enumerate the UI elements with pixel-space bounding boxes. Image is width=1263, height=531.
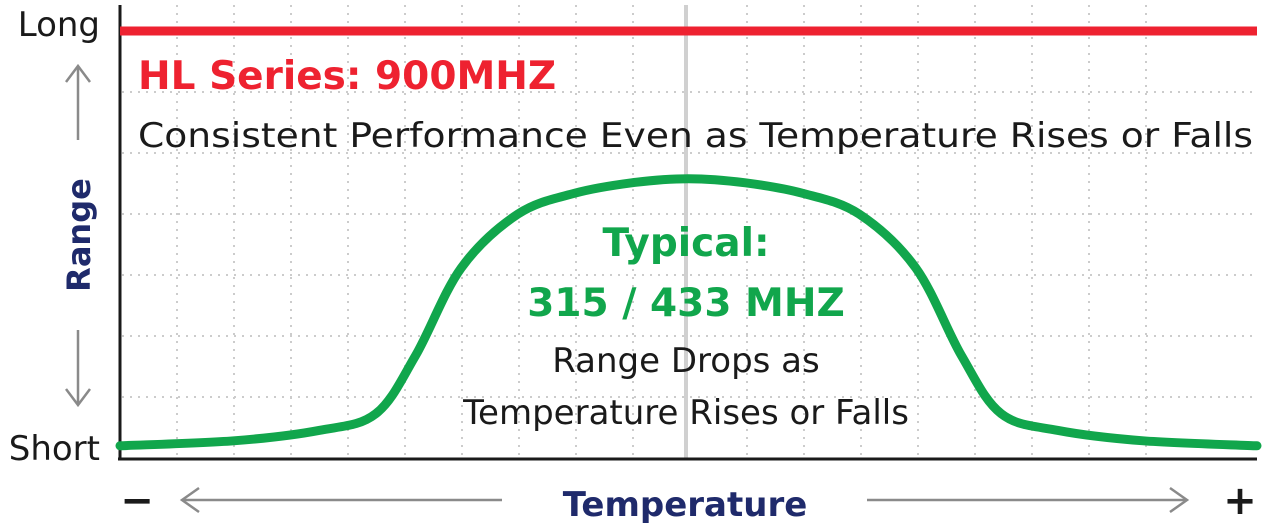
y-down-arrow bbox=[65, 330, 91, 408]
typical-series-frequency: 315 / 433 MHZ bbox=[527, 281, 845, 326]
typical-series-label: Typical: bbox=[602, 221, 769, 266]
y-tick-long: Long bbox=[18, 5, 100, 45]
hl-series-description: Consistent Performance Even as Temperatu… bbox=[138, 116, 1253, 156]
typical-series-description-1: Range Drops as bbox=[552, 341, 819, 381]
grid bbox=[122, 5, 1257, 457]
y-up-arrow bbox=[65, 63, 91, 140]
series-typical-line bbox=[115, 174, 1262, 451]
typical-series-description-2: Temperature Rises or Falls bbox=[462, 393, 909, 433]
x-end-minus: − bbox=[120, 478, 154, 524]
x-right-arrow bbox=[867, 486, 1190, 514]
y-axis-label: Range bbox=[60, 178, 98, 292]
x-left-arrow bbox=[179, 486, 502, 514]
x-axis-label: Temperature bbox=[563, 485, 808, 525]
y-tick-short: Short bbox=[9, 429, 100, 469]
hl-series-label: HL Series: 900MHZ bbox=[138, 54, 556, 99]
x-end-plus: + bbox=[1223, 478, 1257, 524]
